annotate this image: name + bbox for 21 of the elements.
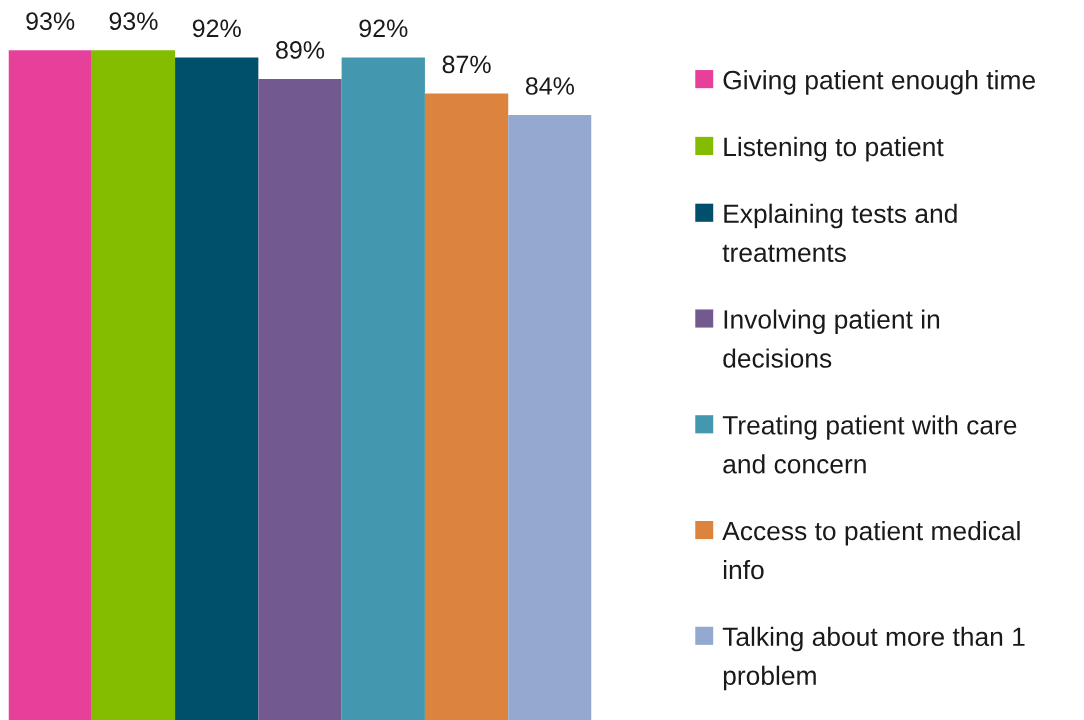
legend-label: Involving patient in decisions (723, 309, 940, 368)
bar (8, 50, 92, 720)
data-label: 93% (26, 12, 75, 31)
legend-label: Listening to patient (724, 136, 944, 162)
legend-label: Giving patient enough time (723, 70, 1035, 95)
bar (508, 115, 592, 720)
legend-label: Access to patient medical info (722, 520, 1020, 580)
legend-label: Explaining tests and treatments (722, 203, 957, 263)
data-label: 84% (525, 77, 574, 95)
data-label: 92% (359, 19, 408, 38)
legend-label: Treating patient with care and concern (722, 415, 1017, 474)
bar (91, 50, 176, 720)
legend-label: Talking about more than 1 problem (722, 626, 1025, 691)
data-label: 87% (442, 55, 491, 74)
data-label: 92% (192, 19, 241, 38)
data-label: 89% (276, 41, 325, 59)
bar (341, 57, 425, 720)
data-label: 93% (109, 12, 158, 31)
bar (424, 93, 509, 720)
bar (258, 79, 342, 720)
bar (175, 57, 259, 720)
